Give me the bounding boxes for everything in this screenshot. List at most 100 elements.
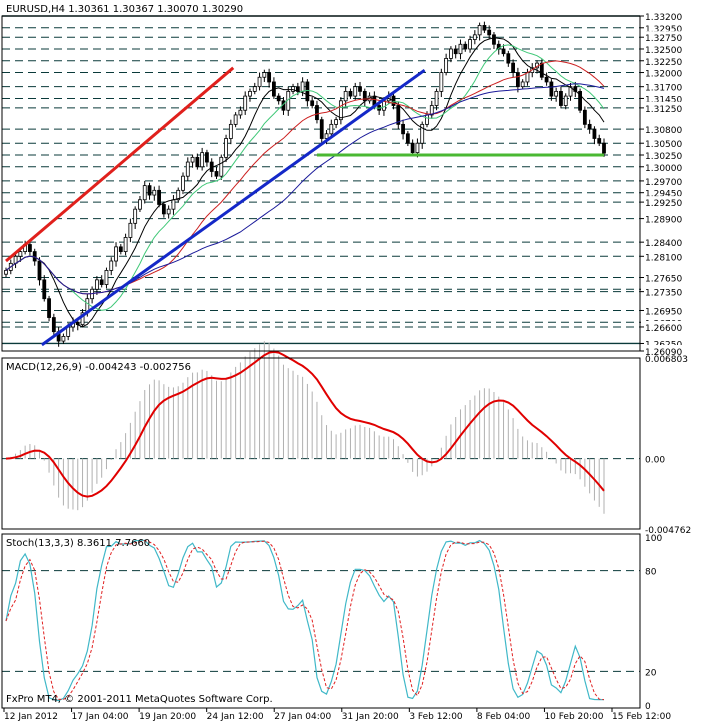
price-tick-label: 1.29250 [645, 199, 682, 209]
price-tick-label: 1.32250 [645, 58, 682, 68]
candle-body [133, 208, 138, 224]
ma-long-line [5, 83, 605, 295]
candle-body [118, 246, 123, 252]
time-axis: 12 Jan 2012 17 Jan 04:00 19 Jan 20:00 24 Ja… [3, 708, 671, 722]
candle-body [190, 156, 195, 163]
candle-body [276, 95, 281, 102]
candle-body [252, 86, 257, 92]
price-label-bg [641, 31, 706, 44]
candle-body [32, 251, 37, 262]
price-tick-label: 1.29450 [645, 190, 682, 200]
candle-body [592, 128, 597, 139]
price-tick-label: 1.30500 [645, 140, 682, 150]
candle-body [472, 34, 477, 40]
price-label-bg [641, 271, 706, 284]
price-label-bg [641, 42, 706, 55]
candle-body [228, 123, 233, 139]
trendlines [5, 66, 604, 347]
candle-body [243, 95, 248, 111]
price-tick-label: 1.32950 [645, 25, 682, 35]
stoch-tick-label: 100 [645, 534, 662, 544]
time-tick-label: 31 Jan 20:00 [342, 712, 399, 722]
candle-body [47, 298, 51, 318]
candle-body [525, 72, 530, 83]
candle-body [578, 90, 582, 111]
candle-body [444, 58, 449, 73]
price-label-bg [641, 236, 706, 249]
candle-body [161, 204, 166, 215]
price-tick-label: 1.27650 [645, 274, 682, 284]
price-tick-label: 1.31450 [645, 95, 682, 105]
candle-body [434, 90, 439, 106]
candle-body [80, 312, 85, 326]
candle-body [487, 29, 492, 36]
macd-frame [1, 357, 641, 530]
price-tick-label: 1.32000 [645, 70, 682, 80]
price-tick-label: 1.26600 [645, 324, 682, 334]
candle-body [37, 260, 42, 281]
price-frame [1, 15, 641, 352]
candle-body [61, 335, 66, 342]
candle-body [501, 48, 506, 55]
candle-body [415, 142, 420, 154]
candle-body [219, 156, 224, 177]
stoch-signal-line [5, 539, 605, 701]
stoch-main-line [5, 539, 605, 702]
stochastic-panel: 100 80 20 0 [2, 534, 662, 712]
price-label-bg [641, 123, 706, 136]
price-label-bg [641, 80, 706, 93]
candle-body [334, 119, 338, 125]
price-label-bg [641, 304, 706, 317]
candle-body [248, 90, 252, 97]
candle-body [329, 123, 334, 135]
candle-body [420, 123, 425, 144]
trendline-1 [41, 68, 426, 347]
candle-body [405, 133, 410, 144]
price-panel [2, 15, 640, 352]
candle-body [4, 270, 8, 275]
candle-body [238, 109, 243, 116]
price-label-bg [641, 160, 706, 173]
candle-body [233, 114, 238, 125]
candle-body [104, 270, 109, 285]
candle-body [515, 72, 520, 88]
stoch-tick-label: 80 [645, 568, 657, 578]
time-tick-label: 12 Jan 2012 [4, 712, 58, 722]
candle-body [468, 39, 472, 50]
candle-body [94, 279, 99, 290]
ma-mid-line [5, 44, 605, 311]
candle-body [429, 105, 434, 116]
candle-body [257, 76, 262, 88]
candle-body [587, 123, 592, 130]
candle-body [410, 142, 415, 154]
price-tick-label: 1.30000 [645, 164, 682, 174]
candle-body [520, 81, 525, 88]
candle-body [267, 72, 272, 83]
candle-body [506, 53, 511, 64]
candle-body [262, 72, 267, 78]
candle-body [123, 237, 128, 252]
price-label-bg [641, 148, 706, 161]
price-tick-label: 1.28100 [645, 253, 682, 263]
candle-body [28, 244, 32, 252]
candle-body [99, 279, 104, 285]
candle-body [449, 48, 453, 59]
candle-body [554, 90, 559, 97]
price-tick-label: 1.32500 [645, 46, 682, 56]
candle-body [181, 175, 185, 191]
candle-body [109, 260, 114, 271]
candle-body [138, 199, 142, 210]
macd-panel: 0.006803 0.00 -0.004762 [2, 341, 691, 536]
time-tick-label: 17 Jan 04:00 [72, 712, 129, 722]
candle-body [401, 123, 405, 135]
candle-body [114, 246, 118, 262]
candle-body [492, 34, 496, 45]
price-label-bg [641, 196, 706, 209]
price-label-bg [641, 174, 706, 187]
price-tick-label: 1.32750 [645, 34, 682, 44]
candle-body [348, 90, 353, 97]
time-tick-label: 10 Feb 20:00 [544, 712, 603, 722]
candle-body [425, 114, 429, 125]
candle-body [205, 152, 209, 163]
